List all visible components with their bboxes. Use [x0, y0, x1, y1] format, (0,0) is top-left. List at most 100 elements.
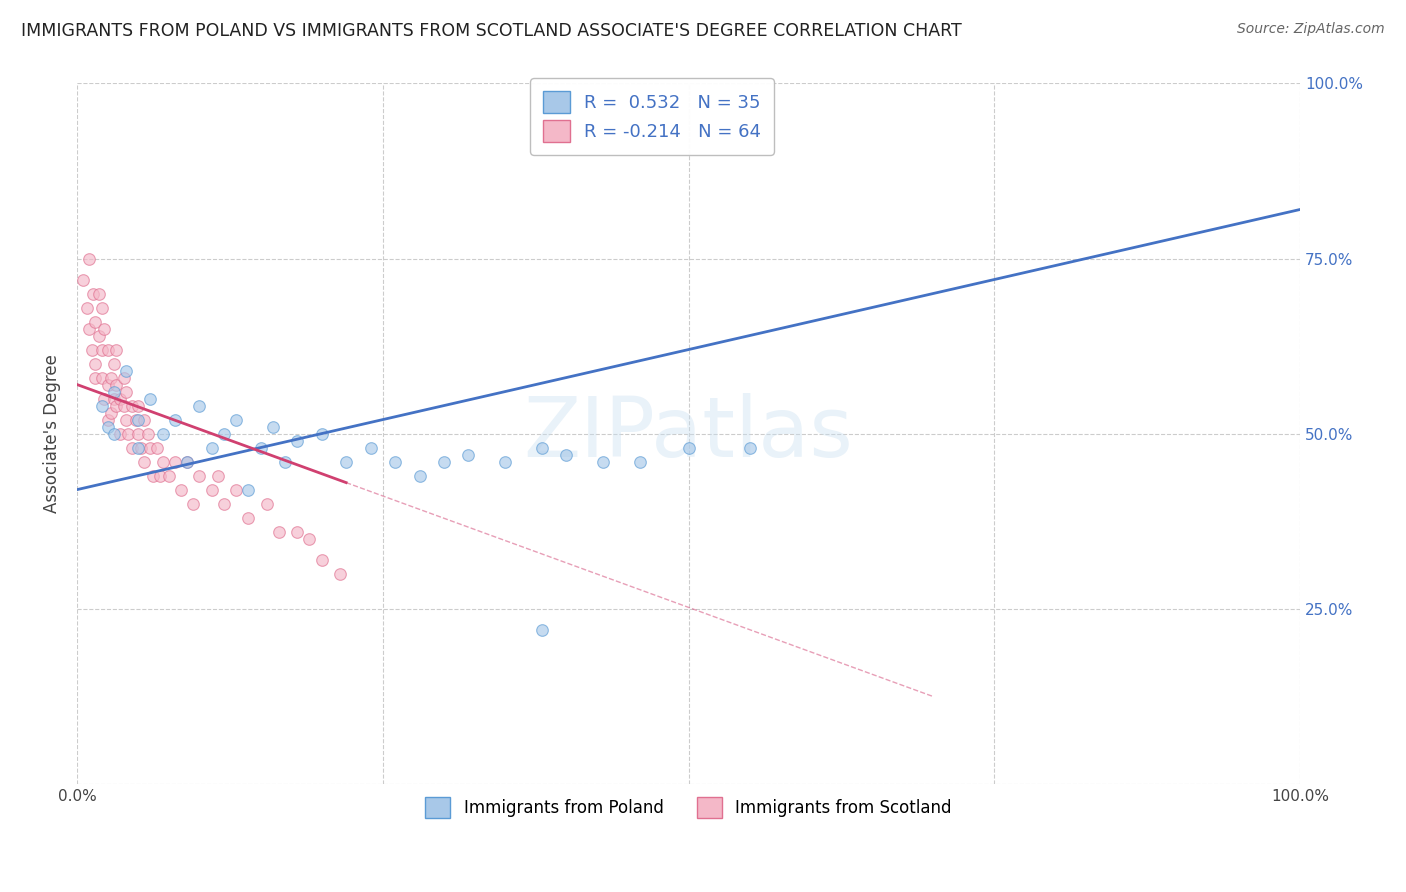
- Point: [79, 252, 101, 266]
- Point: [87, 328, 110, 343]
- Point: [115, 384, 138, 399]
- Point: [181, 497, 204, 511]
- Point: [176, 454, 198, 468]
- Point: [152, 454, 174, 468]
- Point: [163, 454, 186, 468]
- Point: [267, 524, 290, 539]
- Point: [530, 441, 553, 455]
- Point: [256, 497, 278, 511]
- Point: [97, 412, 120, 426]
- Point: [329, 566, 352, 581]
- Point: [127, 399, 149, 413]
- Point: [105, 377, 128, 392]
- Point: [262, 419, 284, 434]
- Point: [108, 392, 131, 406]
- Text: IMMIGRANTS FROM POLAND VS IMMIGRANTS FROM SCOTLAND ASSOCIATE'S DEGREE CORRELATIO: IMMIGRANTS FROM POLAND VS IMMIGRANTS FRO…: [21, 22, 962, 40]
- Point: [136, 426, 159, 441]
- Point: [90, 370, 112, 384]
- Point: [93, 392, 115, 406]
- Point: [103, 357, 125, 371]
- Point: [129, 441, 152, 455]
- Point: [494, 454, 516, 468]
- Point: [274, 454, 297, 468]
- Point: [90, 301, 112, 315]
- Point: [84, 370, 107, 384]
- Point: [170, 483, 193, 497]
- Point: [592, 454, 614, 468]
- Point: [103, 392, 125, 406]
- Point: [188, 468, 211, 483]
- Point: [97, 343, 120, 357]
- Point: [117, 426, 139, 441]
- Text: Source: ZipAtlas.com: Source: ZipAtlas.com: [1237, 22, 1385, 37]
- Point: [112, 399, 135, 413]
- Y-axis label: Associate's Degree: Associate's Degree: [44, 354, 60, 513]
- Point: [100, 370, 122, 384]
- Point: [530, 623, 553, 637]
- Point: [152, 426, 174, 441]
- Point: [76, 301, 98, 315]
- Point: [628, 454, 651, 468]
- Point: [360, 441, 382, 455]
- Point: [72, 272, 94, 286]
- Point: [125, 412, 148, 426]
- Point: [145, 441, 167, 455]
- Point: [115, 412, 138, 426]
- Point: [87, 286, 110, 301]
- Point: [298, 532, 321, 546]
- Point: [457, 448, 479, 462]
- Point: [97, 419, 120, 434]
- Point: [678, 441, 700, 455]
- Point: [108, 426, 131, 441]
- Point: [139, 392, 162, 406]
- Point: [207, 468, 229, 483]
- Legend: Immigrants from Poland, Immigrants from Scotland: Immigrants from Poland, Immigrants from …: [419, 790, 959, 824]
- Point: [311, 552, 333, 566]
- Point: [238, 510, 260, 524]
- Point: [249, 441, 271, 455]
- Point: [103, 426, 125, 441]
- Point: [384, 454, 406, 468]
- Point: [90, 343, 112, 357]
- Point: [115, 363, 138, 377]
- Text: ZIPatlas: ZIPatlas: [523, 393, 853, 474]
- Point: [100, 406, 122, 420]
- Point: [127, 412, 149, 426]
- Point: [408, 468, 430, 483]
- Point: [82, 286, 104, 301]
- Point: [105, 399, 128, 413]
- Point: [112, 370, 135, 384]
- Point: [225, 483, 247, 497]
- Point: [121, 441, 143, 455]
- Point: [335, 454, 357, 468]
- Point: [105, 343, 128, 357]
- Point: [433, 454, 456, 468]
- Point: [127, 426, 149, 441]
- Point: [176, 454, 198, 468]
- Point: [555, 448, 578, 462]
- Point: [738, 441, 761, 455]
- Point: [142, 468, 165, 483]
- Point: [212, 497, 235, 511]
- Point: [285, 434, 308, 448]
- Point: [201, 483, 224, 497]
- Point: [212, 426, 235, 441]
- Point: [139, 441, 162, 455]
- Point: [121, 399, 143, 413]
- Point: [103, 384, 125, 399]
- Point: [163, 412, 186, 426]
- Point: [311, 426, 333, 441]
- Point: [134, 412, 156, 426]
- Point: [84, 357, 107, 371]
- Point: [201, 441, 224, 455]
- Point: [127, 441, 149, 455]
- Point: [134, 454, 156, 468]
- Point: [84, 314, 107, 328]
- Point: [93, 321, 115, 335]
- Point: [79, 321, 101, 335]
- Point: [157, 468, 180, 483]
- Point: [188, 399, 211, 413]
- Point: [149, 468, 172, 483]
- Point: [285, 524, 308, 539]
- Point: [238, 483, 260, 497]
